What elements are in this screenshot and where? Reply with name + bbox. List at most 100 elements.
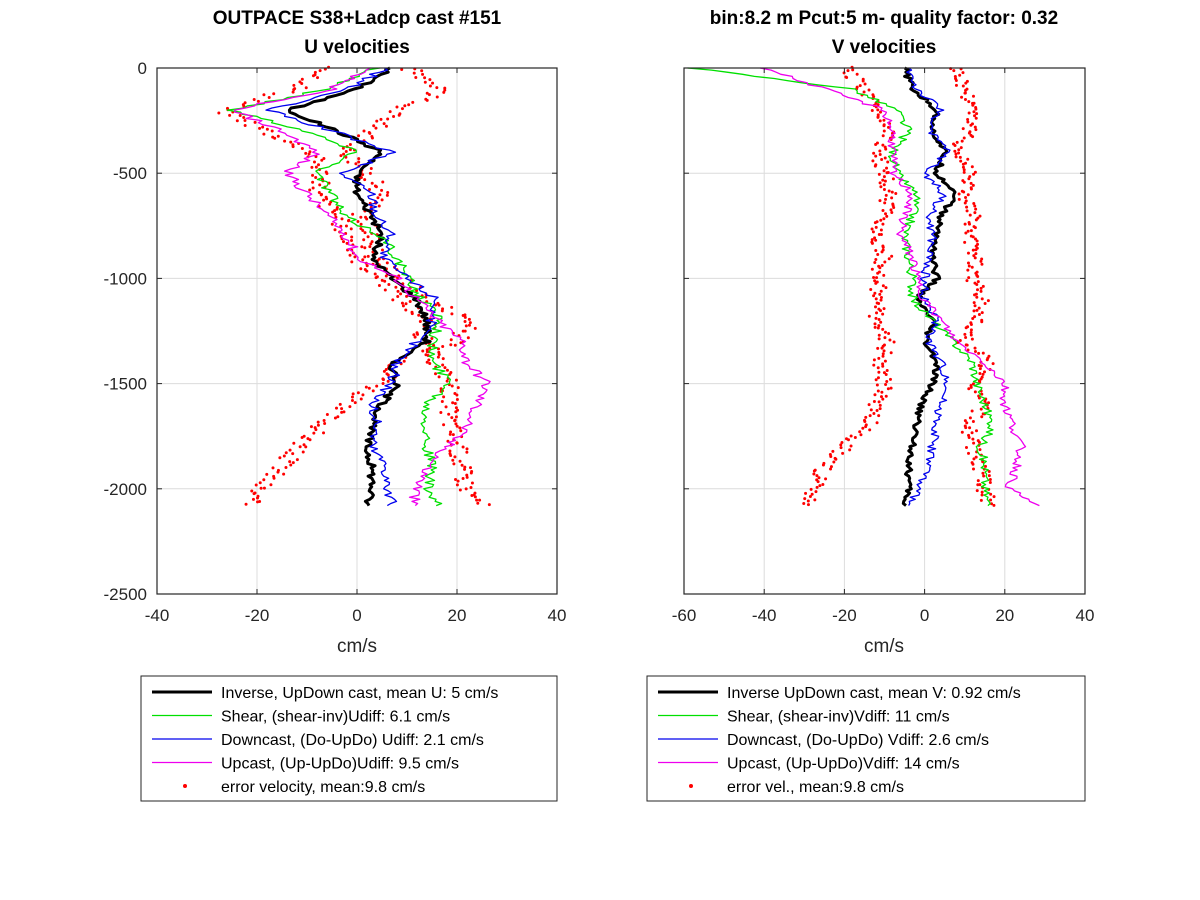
v-error-point xyxy=(990,502,994,506)
u-error-point xyxy=(262,132,266,136)
v-error-point xyxy=(816,480,820,484)
u-error-point xyxy=(396,289,400,293)
v-error-point xyxy=(881,327,885,331)
v-error-point xyxy=(973,211,977,215)
u-error-point xyxy=(424,295,428,299)
v-error-point xyxy=(963,419,967,423)
v-error-point xyxy=(829,465,833,469)
u-velocity-panel: OUTPACE S38+Ladcp cast #151 U velocities… xyxy=(104,8,566,802)
u-error-point xyxy=(271,466,275,470)
u-error-point xyxy=(242,115,246,119)
u-xlabel: cm/s xyxy=(337,636,377,657)
v-error-point xyxy=(974,207,978,211)
v-error-point xyxy=(975,295,979,299)
u-error-point xyxy=(408,299,412,303)
u-error-point xyxy=(254,483,258,487)
v-error-point xyxy=(959,159,963,163)
u-error-point xyxy=(425,360,429,364)
u-error-point xyxy=(334,406,338,410)
u-error-point xyxy=(470,481,474,485)
v-error-point xyxy=(882,273,886,277)
v-error-point xyxy=(879,228,883,232)
v-error-point xyxy=(965,205,969,209)
v-error-point xyxy=(878,266,882,270)
u-error-point xyxy=(468,321,472,325)
v-error-point xyxy=(894,191,898,195)
v-error-point xyxy=(809,487,813,491)
u-error-point xyxy=(374,276,378,280)
v-error-point xyxy=(870,267,874,271)
v-error-point xyxy=(875,383,879,387)
v-error-point xyxy=(962,190,966,194)
v-error-point xyxy=(967,177,971,181)
u-error-point xyxy=(427,93,431,97)
u-error-point xyxy=(360,245,364,249)
v-error-point xyxy=(879,110,883,114)
v-error-point xyxy=(846,69,850,73)
v-error-point xyxy=(973,237,977,241)
v-error-point xyxy=(967,264,971,268)
u-error-point xyxy=(256,99,260,103)
v-error-point xyxy=(969,123,973,127)
v-error-point xyxy=(879,218,883,222)
u-error-point xyxy=(363,178,367,182)
u-legend-marker xyxy=(183,784,187,788)
v-error-point xyxy=(967,436,971,440)
v-error-point xyxy=(971,462,975,466)
u-error-point xyxy=(356,391,360,395)
u-error-point xyxy=(440,399,444,403)
v-error-point xyxy=(953,149,957,153)
v-error-point xyxy=(878,149,882,153)
v-error-point xyxy=(863,82,867,86)
v-error-point xyxy=(964,231,968,235)
u-error-point xyxy=(391,298,395,302)
u-error-point xyxy=(453,455,457,459)
u-error-point xyxy=(344,150,348,154)
v-error-point xyxy=(821,482,825,486)
v-error-point xyxy=(879,185,883,189)
u-error-point xyxy=(464,324,468,328)
u-error-point xyxy=(317,163,321,167)
u-error-point xyxy=(453,402,457,406)
u-error-point xyxy=(262,93,266,97)
u-error-point xyxy=(367,386,371,390)
v-error-point xyxy=(972,309,976,313)
v-error-point xyxy=(882,129,886,133)
u-xtick-label: 0 xyxy=(352,606,361,625)
v-error-point xyxy=(987,474,991,478)
u-error-point xyxy=(402,359,406,363)
v-error-point xyxy=(967,222,971,226)
v-error-point xyxy=(973,125,977,129)
v-error-point xyxy=(810,492,814,496)
u-error-point xyxy=(382,369,386,373)
u-error-point xyxy=(459,429,463,433)
u-error-point xyxy=(357,160,361,164)
v-error-point xyxy=(861,426,865,430)
u-error-point xyxy=(384,367,388,371)
v-error-point xyxy=(874,238,878,242)
v-error-point xyxy=(977,351,981,355)
v-error-point xyxy=(883,330,887,334)
v-error-point xyxy=(872,412,876,416)
u-error-point xyxy=(353,401,357,405)
u-error-point xyxy=(243,118,247,122)
v-error-point xyxy=(877,370,881,374)
u-error-point xyxy=(253,120,257,124)
v-error-point xyxy=(972,457,976,461)
v-error-point xyxy=(874,378,878,382)
v-error-point xyxy=(964,196,968,200)
u-error-point xyxy=(325,412,329,416)
u-error-point xyxy=(301,450,305,454)
u-error-point xyxy=(414,75,418,79)
u-error-point xyxy=(442,395,446,399)
u-error-point xyxy=(309,425,313,429)
u-error-point xyxy=(363,246,367,250)
v-error-point xyxy=(979,364,983,368)
v-error-point xyxy=(882,124,886,128)
u-series-line-3 xyxy=(234,67,491,507)
v-error-point xyxy=(959,146,963,150)
u-error-point xyxy=(369,166,373,170)
v-error-point xyxy=(961,71,965,75)
u-error-point xyxy=(407,103,411,107)
v-error-point xyxy=(881,364,885,368)
